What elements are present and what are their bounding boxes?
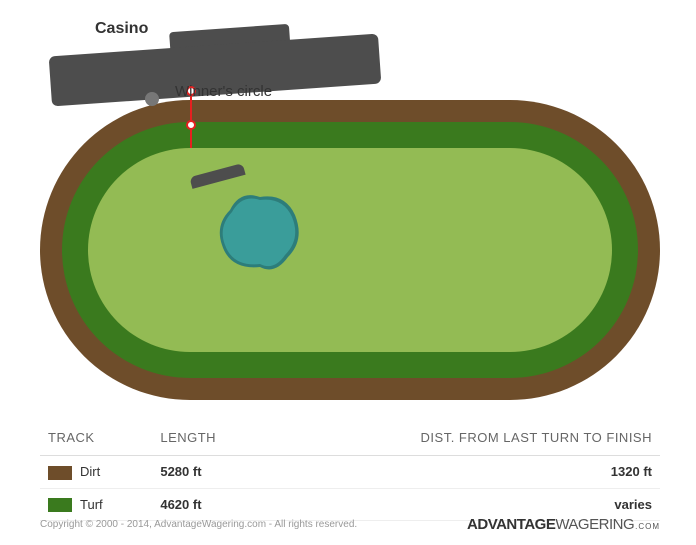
copyright-text: Copyright © 2000 - 2014, AdvantageWageri…	[40, 519, 357, 530]
winners-circle-marker	[145, 92, 159, 106]
brand-logo: ADVANTAGEWAGERING.COM	[467, 516, 660, 533]
winners-circle-label: Winner's circle	[175, 83, 272, 100]
col-length: LENGTH	[152, 420, 266, 456]
track-diagram: Casino Winner's circle	[40, 10, 660, 400]
pond	[210, 185, 315, 280]
col-track: TRACK	[40, 420, 152, 456]
track-dist: 1320 ft	[266, 456, 660, 489]
footer: Copyright © 2000 - 2014, AdvantageWageri…	[40, 516, 660, 533]
table-row: Dirt 5280 ft 1320 ft	[40, 456, 660, 489]
track-name: Dirt	[80, 464, 100, 479]
track-data-table: TRACK LENGTH DIST. FROM LAST TURN TO FIN…	[40, 420, 660, 521]
turf-swatch	[48, 498, 72, 512]
casino-label: Casino	[95, 20, 148, 38]
track-name: Turf	[80, 497, 103, 512]
infield	[88, 148, 612, 352]
finish-marker-inner	[186, 120, 196, 130]
dirt-swatch	[48, 466, 72, 480]
track-length: 5280 ft	[152, 456, 266, 489]
col-dist: DIST. FROM LAST TURN TO FINISH	[266, 420, 660, 456]
